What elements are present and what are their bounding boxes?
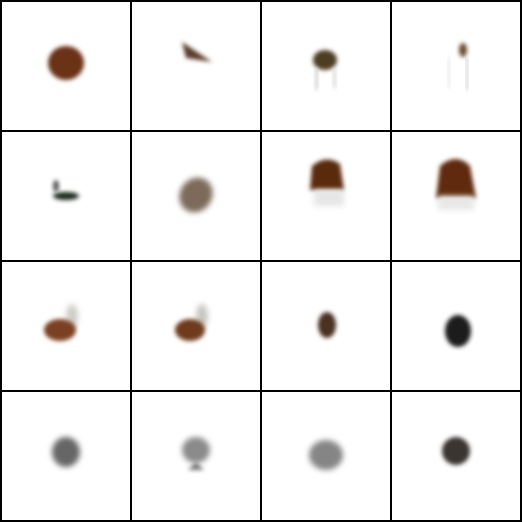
tile xyxy=(175,304,208,341)
border xyxy=(0,390,522,392)
streak xyxy=(466,58,468,90)
blob xyxy=(44,319,76,341)
tile xyxy=(445,315,471,347)
blob xyxy=(48,46,84,80)
blob xyxy=(188,462,204,470)
tile xyxy=(442,437,470,465)
streak xyxy=(314,190,344,206)
blob xyxy=(52,437,80,467)
blob xyxy=(179,177,213,213)
tile xyxy=(182,42,212,62)
blob xyxy=(53,192,79,200)
border xyxy=(0,520,522,522)
blob xyxy=(459,43,467,57)
tile xyxy=(53,180,79,200)
blob xyxy=(436,159,476,198)
tile xyxy=(179,177,213,213)
blob xyxy=(309,440,343,470)
streak xyxy=(333,68,336,88)
streak xyxy=(438,196,474,210)
tile xyxy=(182,437,210,470)
blob xyxy=(182,42,212,62)
blob xyxy=(445,315,471,347)
tile xyxy=(448,43,468,90)
border xyxy=(0,260,522,262)
streak xyxy=(448,58,450,88)
blob xyxy=(442,437,470,465)
tile xyxy=(318,312,336,338)
blob xyxy=(310,159,344,190)
border xyxy=(0,0,522,2)
streak xyxy=(315,68,318,90)
tile xyxy=(52,437,80,467)
tile xyxy=(48,46,84,80)
tile xyxy=(310,159,344,206)
blob xyxy=(53,180,59,192)
blob xyxy=(318,312,336,338)
border xyxy=(0,130,522,132)
blob xyxy=(313,50,337,70)
tile xyxy=(436,159,476,210)
tile xyxy=(44,304,78,341)
tile xyxy=(313,50,337,90)
blob xyxy=(175,319,205,341)
blob xyxy=(182,437,210,463)
tile xyxy=(309,440,343,470)
